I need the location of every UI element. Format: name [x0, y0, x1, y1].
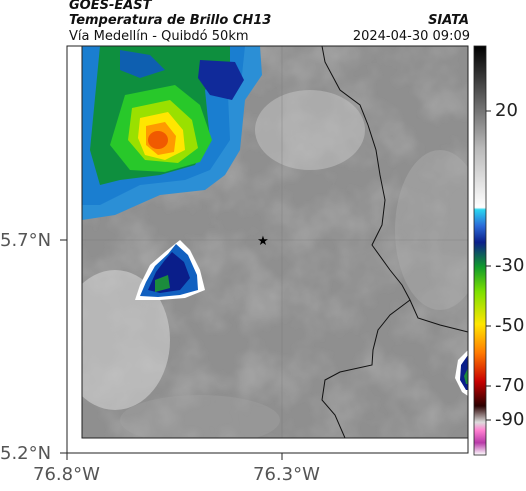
boundary-line-south [321, 299, 411, 438]
timestamp-label: 2024-04-30 09:09 [352, 29, 470, 44]
colorbar-tick-label: -50 [495, 315, 525, 336]
satellite-imagery [82, 46, 468, 438]
boundary-line [321, 46, 468, 333]
route-label: Vía Medellín - Quibdó 50km [69, 29, 249, 44]
colorbar-tick-label: -70 [495, 375, 525, 396]
x-tick-label: 76.8°W [33, 464, 100, 485]
storm-cell-southeast [455, 350, 468, 396]
x-tick-label: 76.3°W [253, 464, 320, 485]
y-tick-label: 5.7°N [0, 230, 52, 251]
y-tick-label: 5.2°N [0, 443, 52, 464]
product-title: Temperatura de Brillo CH13 [69, 13, 272, 28]
colorbar [473, 45, 487, 456]
star-icon: ★ [257, 234, 269, 249]
satellite-title: GOES-EAST [69, 0, 152, 13]
org-label: SIATA [428, 13, 469, 28]
storm-cell-northwest [82, 46, 262, 220]
colorbar-tick-label: -30 [495, 255, 525, 276]
axes-frame [66, 45, 469, 454]
storm-cell-center-west [135, 240, 205, 300]
colorbar-tick-label: -90 [495, 409, 525, 430]
colorbar-tick-label: 20 [495, 100, 518, 121]
